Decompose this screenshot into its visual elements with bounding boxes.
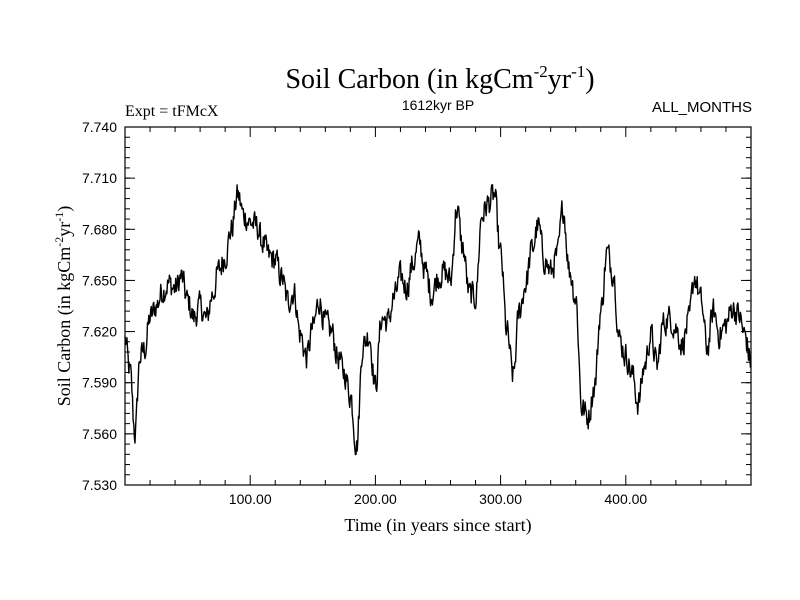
y-tick-label: 7.710: [82, 170, 117, 186]
data-series-line: [124, 184, 752, 456]
x-tick-label: 200.00: [354, 491, 397, 507]
y-tick-label: 7.560: [82, 426, 117, 442]
x-axis-label: Time (in years since start): [344, 515, 531, 536]
period-label: 1612kyr BP: [402, 97, 474, 113]
axis-tick-labels: 7.530 7.560 7.590 7.620 7.650 7.680 7.710 7.740…: [82, 119, 647, 507]
y-tick-label: 7.590: [82, 375, 117, 391]
y-tick-label: 7.740: [82, 119, 117, 135]
chart-title: Soil Carbon (in kgCm-2yr-1): [285, 62, 594, 95]
x-tick-label: 100.00: [229, 491, 272, 507]
plot-frame: [124, 126, 752, 486]
experiment-label: Expt = tFMcX: [125, 103, 219, 120]
y-axis-label: Soil Carbon (in kgCm-2yr-1): [52, 206, 75, 407]
y-tick-label: 7.650: [82, 272, 117, 288]
y-tick-label: 7.530: [82, 477, 117, 493]
axis-ticks: [125, 126, 751, 486]
y-tick-label: 7.620: [82, 324, 117, 340]
x-tick-label: 400.00: [604, 491, 647, 507]
months-label: ALL_MONTHS: [652, 99, 752, 116]
y-tick-label: 7.680: [82, 221, 117, 237]
x-tick-label: 300.00: [479, 491, 522, 507]
